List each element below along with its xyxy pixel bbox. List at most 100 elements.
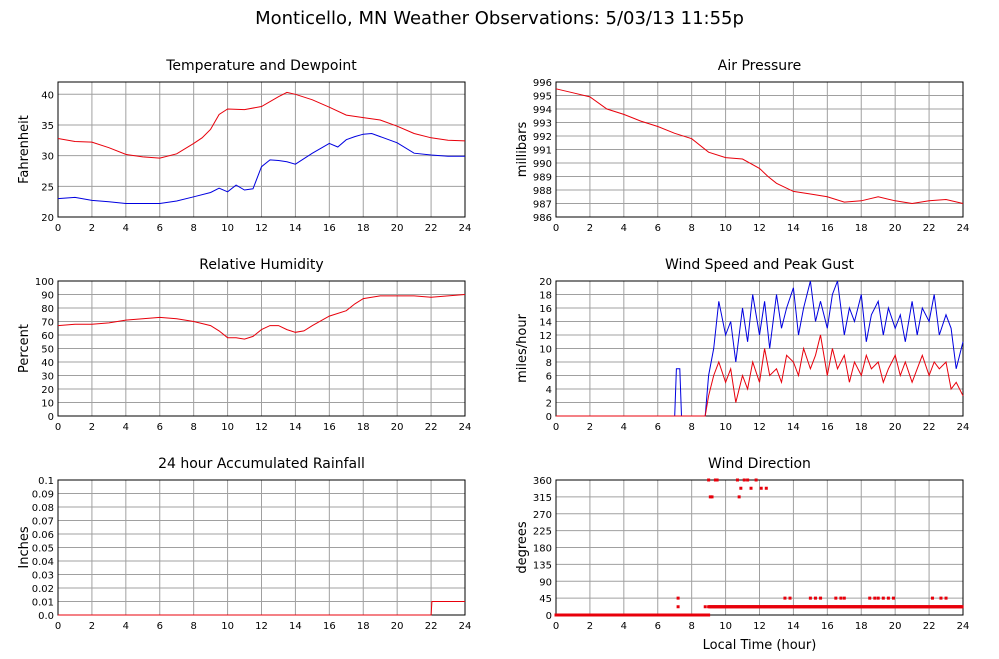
y-tick-label: 4 — [546, 385, 552, 396]
x-tick-label: 0 — [553, 223, 559, 234]
y-tick-label: 225 — [533, 527, 552, 538]
chart-title: 24 hour Accumulated Rainfall — [158, 456, 365, 472]
y-tick-label: 45 — [539, 594, 552, 605]
x-tick-label: 20 — [889, 621, 902, 632]
x-tick-label: 18 — [357, 422, 370, 433]
y-tick-label: 0.07 — [32, 517, 54, 528]
series-line-blue — [556, 280, 964, 417]
y-tick-label: 987 — [533, 200, 552, 211]
y-axis-label: Inches — [17, 526, 32, 568]
y-tick-label: 70 — [41, 318, 54, 329]
y-tick-label: 990 — [533, 159, 552, 170]
y-tick-label: 0.06 — [32, 530, 54, 541]
x-tick-label: 4 — [123, 621, 129, 632]
x-tick-label: 0 — [55, 422, 61, 433]
x-axis-label: Local Time (hour) — [703, 638, 817, 653]
plot-frame — [555, 81, 964, 218]
scatter-point — [813, 596, 817, 600]
chart-title: Wind Direction — [708, 456, 811, 472]
y-axis-label: millibars — [515, 122, 530, 178]
y-tick-label: 90 — [539, 577, 552, 588]
y-tick-label: 0 — [546, 611, 552, 622]
scatter-point — [783, 596, 787, 600]
scatter-point — [676, 596, 680, 600]
x-tick-label: 0 — [55, 223, 61, 234]
y-tick-label: 360 — [533, 476, 552, 487]
x-tick-label: 10 — [221, 621, 234, 632]
x-tick-label: 0 — [553, 621, 559, 632]
x-tick-label: 6 — [157, 621, 163, 632]
scatter-point — [960, 605, 964, 609]
x-tick-label: 22 — [425, 422, 438, 433]
x-tick-label: 6 — [655, 223, 661, 234]
y-tick-label: 315 — [533, 493, 552, 504]
scatter-point — [707, 478, 711, 482]
y-axis-label: Fahrenheit — [17, 115, 32, 184]
y-tick-label: 10 — [539, 345, 552, 356]
x-tick-label: 12 — [255, 223, 268, 234]
y-tick-label: 0.1 — [38, 476, 54, 487]
x-tick-label: 18 — [855, 621, 868, 632]
x-tick-label: 22 — [923, 422, 936, 433]
x-tick-label: 2 — [89, 422, 95, 433]
x-tick-label: 4 — [621, 422, 627, 433]
x-tick-label: 24 — [957, 621, 970, 632]
y-tick-label: 180 — [533, 544, 552, 555]
y-tick-label: 20 — [41, 213, 54, 224]
x-tick-label: 4 — [123, 223, 129, 234]
y-tick-label: 8 — [546, 358, 552, 369]
x-tick-label: 20 — [889, 223, 902, 234]
scatter-point — [703, 605, 707, 609]
y-tick-label: 30 — [41, 372, 54, 383]
y-tick-label: 50 — [41, 345, 54, 356]
x-tick-label: 20 — [889, 422, 902, 433]
x-tick-label: 2 — [89, 223, 95, 234]
x-tick-label: 6 — [655, 621, 661, 632]
y-tick-label: 6 — [546, 372, 552, 383]
scatter-point — [891, 596, 895, 600]
y-tick-label: 25 — [41, 182, 54, 193]
x-tick-label: 14 — [289, 621, 302, 632]
plot-frame — [555, 479, 964, 616]
y-tick-label: 993 — [533, 119, 552, 130]
y-tick-label: 30 — [41, 152, 54, 163]
x-tick-label: 16 — [821, 223, 834, 234]
y-tick-label: 995 — [533, 92, 552, 103]
scatter-point — [737, 495, 741, 499]
scatter-point — [764, 486, 768, 490]
y-tick-label: 992 — [533, 132, 552, 143]
page-title: Monticello, MN Weather Observations: 5/0… — [255, 8, 744, 29]
scatter-point — [834, 596, 838, 600]
x-tick-label: 8 — [688, 223, 694, 234]
scatter-point — [746, 478, 750, 482]
x-tick-label: 22 — [425, 223, 438, 234]
scatter-point — [839, 596, 843, 600]
x-tick-label: 16 — [323, 223, 336, 234]
y-tick-label: 991 — [533, 146, 552, 157]
y-tick-label: 0.04 — [32, 557, 54, 568]
x-tick-label: 8 — [190, 223, 196, 234]
x-tick-label: 12 — [753, 621, 766, 632]
x-tick-label: 10 — [719, 621, 732, 632]
x-tick-label: 0 — [553, 422, 559, 433]
scatter-point — [842, 596, 846, 600]
scatter-point — [759, 486, 763, 490]
y-tick-label: 14 — [539, 318, 552, 329]
y-tick-label: 80 — [41, 304, 54, 315]
x-tick-label: 18 — [855, 422, 868, 433]
y-tick-label: 0.09 — [32, 490, 54, 501]
scatter-point — [886, 596, 890, 600]
x-tick-label: 20 — [391, 223, 404, 234]
x-tick-label: 14 — [289, 223, 302, 234]
y-axis-label: Percent — [17, 324, 32, 373]
chart-title: Wind Speed and Peak Gust — [665, 257, 854, 273]
plot-frame — [57, 81, 466, 218]
x-tick-label: 24 — [459, 422, 472, 433]
y-tick-label: 0.03 — [32, 571, 54, 582]
scatter-point — [742, 478, 746, 482]
plot-frame — [57, 280, 466, 417]
x-tick-label: 14 — [289, 422, 302, 433]
